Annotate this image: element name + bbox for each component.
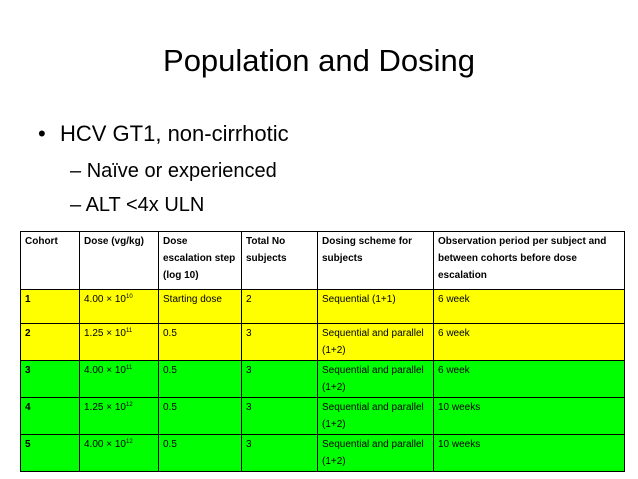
cell-cohort: 2 bbox=[20, 323, 80, 361]
cell-step: Starting dose bbox=[158, 289, 242, 324]
cell-scheme: Sequential and parallel (1+2) bbox=[317, 360, 434, 398]
dose-base: 1.25 × 10 bbox=[84, 402, 126, 413]
table-row: 5 4.00 × 1012 0.5 3 Sequential and paral… bbox=[20, 434, 625, 472]
cell-scheme: Sequential and parallel (1+2) bbox=[317, 397, 434, 435]
cell-dose: 4.00 × 1010 bbox=[79, 289, 159, 324]
cell-dose: 4.00 × 1011 bbox=[79, 360, 159, 398]
header-dose: Dose (vg/kg) bbox=[79, 231, 159, 290]
slide-title: Population and Dosing bbox=[163, 43, 475, 78]
cell-dose: 1.25 × 1011 bbox=[79, 323, 159, 361]
cell-step: 0.5 bbox=[158, 434, 242, 472]
cell-observation: 6 week bbox=[433, 323, 625, 361]
bullet-item: • HCV GT1, non-cirrhotic bbox=[38, 120, 289, 148]
cell-cohort: 3 bbox=[20, 360, 80, 398]
cell-subjects: 3 bbox=[241, 360, 318, 398]
cell-subjects: 3 bbox=[241, 397, 318, 435]
sub-bullet-text: ALT <4x ULN bbox=[85, 194, 205, 216]
cell-cohort: 5 bbox=[20, 434, 80, 472]
cell-scheme: Sequential (1+1) bbox=[317, 289, 434, 324]
sub-bullet-text: Naïve or experienced bbox=[86, 160, 277, 182]
cell-step: 0.5 bbox=[158, 323, 242, 361]
cell-subjects: 2 bbox=[241, 289, 318, 324]
dose-base: 4.00 × 10 bbox=[84, 439, 126, 450]
bullet-glyph: • bbox=[38, 121, 46, 146]
cell-subjects: 3 bbox=[241, 434, 318, 472]
table-row: 1 4.00 × 1010 Starting dose 2 Sequential… bbox=[20, 289, 625, 324]
cell-observation: 6 week bbox=[433, 289, 625, 324]
dose-base: 1.25 × 10 bbox=[84, 328, 126, 339]
cell-dose: 1.25 × 1012 bbox=[79, 397, 159, 435]
dosing-table: Cohort Dose (vg/kg) Dose escalation step… bbox=[20, 231, 625, 472]
table-row: 4 1.25 × 1012 0.5 3 Sequential and paral… bbox=[20, 397, 625, 435]
cell-step: 0.5 bbox=[158, 360, 242, 398]
header-cohort: Cohort bbox=[20, 231, 80, 290]
dose-base: 4.00 × 10 bbox=[84, 294, 126, 305]
cell-scheme: Sequential and parallel (1+2) bbox=[317, 323, 434, 361]
header-dosing-scheme: Dosing scheme for subjects bbox=[317, 231, 434, 290]
cell-observation: 10 weeks bbox=[433, 434, 625, 472]
dose-exponent: 12 bbox=[125, 402, 133, 408]
cell-step: 0.5 bbox=[158, 397, 242, 435]
cell-observation: 10 weeks bbox=[433, 397, 625, 435]
cell-dose: 4.00 × 1012 bbox=[79, 434, 159, 472]
dose-exponent: 11 bbox=[125, 328, 133, 334]
table-row: 2 1.25 × 1011 0.5 3 Sequential and paral… bbox=[20, 323, 625, 361]
bullet-text: HCV GT1, non-cirrhotic bbox=[60, 121, 289, 146]
cell-cohort: 1 bbox=[20, 289, 80, 324]
dash-glyph: – bbox=[70, 160, 82, 182]
dose-exponent: 12 bbox=[125, 439, 133, 445]
dose-exponent: 10 bbox=[125, 294, 133, 300]
dash-glyph: – bbox=[70, 194, 82, 216]
cell-observation: 6 week bbox=[433, 360, 625, 398]
sub-bullet-item: – ALT <4x ULN bbox=[70, 192, 204, 218]
cell-scheme: Sequential and parallel (1+2) bbox=[317, 434, 434, 472]
header-escalation-step: Dose escalation step (log 10) bbox=[158, 231, 242, 290]
table-row: 3 4.00 × 1011 0.5 3 Sequential and paral… bbox=[20, 360, 625, 398]
header-total-subjects: Total No subjects bbox=[241, 231, 318, 290]
dose-exponent: 11 bbox=[125, 365, 133, 371]
table-header-row: Cohort Dose (vg/kg) Dose escalation step… bbox=[20, 231, 625, 290]
cell-cohort: 4 bbox=[20, 397, 80, 435]
header-observation-period: Observation period per subject and betwe… bbox=[433, 231, 625, 290]
cell-subjects: 3 bbox=[241, 323, 318, 361]
dose-base: 4.00 × 10 bbox=[84, 365, 126, 376]
sub-bullet-item: – Naïve or experienced bbox=[70, 158, 277, 184]
